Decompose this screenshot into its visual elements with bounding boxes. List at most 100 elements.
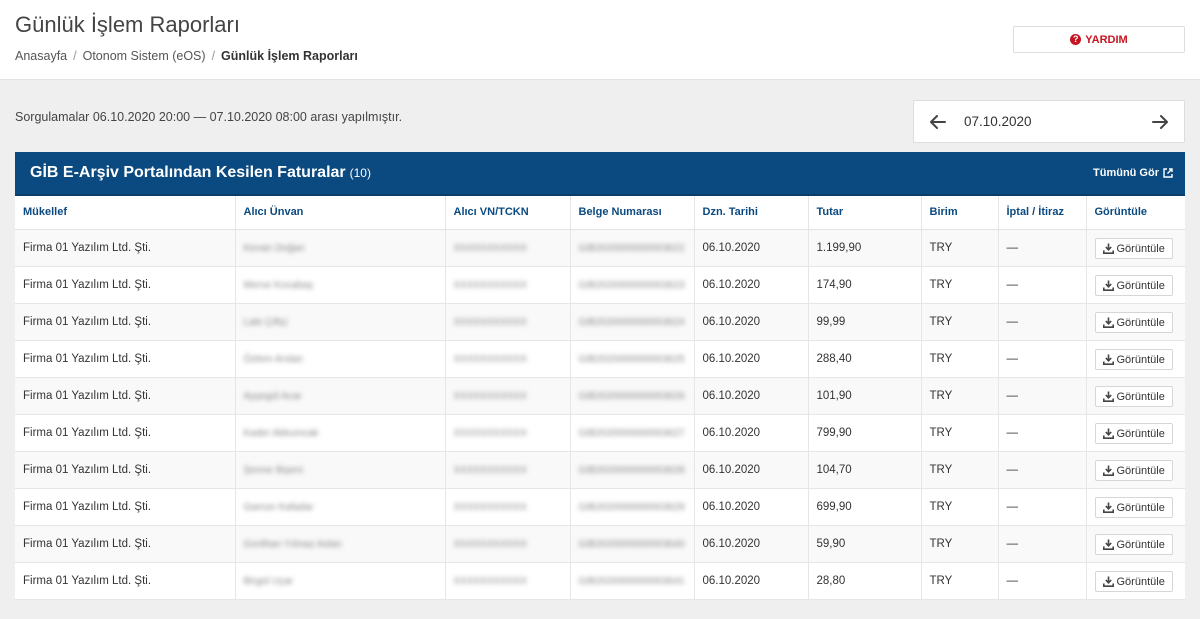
next-date-button[interactable] [1140,101,1180,142]
panel-title: GİB E-Arşiv Portalından Kesilen Faturala… [30,164,371,182]
table-row: Firma 01 Yazılım Ltd. Şti. Özlem Arslan … [15,340,1185,378]
issue-date-cell: 06.10.2020 [694,377,809,415]
view-button[interactable]: Görüntüle [1094,423,1173,444]
issue-date-cell: 06.10.2020 [694,562,809,600]
view-button[interactable]: Görüntüle [1094,497,1173,518]
view-button[interactable]: Görüntüle [1094,460,1173,481]
cancel-objection-cell: — [998,377,1087,415]
previous-date-button[interactable] [918,101,958,142]
breadcrumb: Anasayfa / Otonom Sistem (eOS) / Günlük İşle… [15,49,358,63]
taxpayer-cell: Firma 01 Yazılım Ltd. Şti. [15,525,236,563]
view-button-label: Görüntüle [1116,538,1165,551]
invoice-table: Mükellef Alıcı Ünvan Alıcı VN/TCKN Belge… [15,196,1185,600]
breadcrumb-item-current: Günlük İşlem Raporları [221,49,358,63]
view-cell: Görüntüle [1086,377,1185,415]
view-cell: Görüntüle [1086,266,1185,304]
document-number-redacted: GIB2020000000003622 [578,242,685,254]
view-button[interactable]: Görüntüle [1094,571,1173,592]
currency-cell: TRY [921,303,999,341]
view-button[interactable]: Görüntüle [1094,534,1173,555]
view-button[interactable]: Görüntüle [1094,349,1173,370]
buyer-tax-id-cell: XXXXXXXXXXX [445,303,571,341]
currency-cell: TRY [921,340,999,378]
document-number-cell: GIB2020000000003641 [570,562,695,600]
download-icon [1102,391,1114,402]
taxpayer-cell: Firma 01 Yazılım Ltd. Şti. [15,562,236,600]
question-icon: ? [1070,34,1082,45]
buyer-name-redacted: Kader Akkumcak [243,427,319,439]
column-header[interactable]: Dzn. Tarihi [694,196,809,230]
view-button[interactable]: Görüntüle [1094,386,1173,407]
table-row: Firma 01 Yazılım Ltd. Şti. Ayşegül Acar … [15,377,1185,415]
view-cell: Görüntüle [1086,229,1185,267]
buyer-tax-id-redacted: XXXXXXXXXXX [453,279,527,291]
table-row: Firma 01 Yazılım Ltd. Şti. Lale Çiftçi X… [15,303,1185,341]
taxpayer-cell: Firma 01 Yazılım Ltd. Şti. [15,414,236,452]
cancel-objection-cell: — [998,266,1087,304]
amount-cell: 699,90 [808,488,922,526]
buyer-tax-id-redacted: XXXXXXXXXXX [453,427,527,439]
column-header[interactable]: Tutar [808,196,922,230]
issue-date-cell: 06.10.2020 [694,414,809,452]
see-all-link[interactable]: Tümünü Gör [1093,167,1173,179]
buyer-tax-id-cell: XXXXXXXXXXX [445,229,571,267]
buyer-tax-id-cell: XXXXXXXXXXX [445,451,571,489]
breadcrumb-item-home[interactable]: Anasayfa [15,49,68,63]
download-icon [1102,465,1114,476]
page-title: Günlük İşlem Raporları [15,12,240,37]
download-icon [1102,280,1114,291]
buyer-name-redacted: Gamze Kafadar [243,501,314,513]
view-button-label: Görüntüle [1116,353,1165,366]
buyer-name-cell: Merve Kocabaş [235,266,446,304]
currency-cell: TRY [921,377,999,415]
view-cell: Görüntüle [1086,414,1185,452]
view-button[interactable]: Görüntüle [1094,275,1173,296]
table-header-row: Mükellef Alıcı Ünvan Alıcı VN/TCKN Belge… [15,196,1185,230]
query-range-text: Sorgulamalar 06.10.2020 20:00 — 07.10.20… [15,110,403,124]
view-button[interactable]: Görüntüle [1094,238,1173,259]
view-button[interactable]: Görüntüle [1094,312,1173,333]
download-icon [1102,354,1114,365]
issue-date-cell: 06.10.2020 [694,266,809,304]
buyer-name-cell: Kader Akkumcak [235,414,446,452]
breadcrumb-item-eos[interactable]: Otonom Sistem (eOS) [82,49,206,63]
buyer-tax-id-redacted: XXXXXXXXXXX [453,316,527,328]
column-header[interactable]: Alıcı Ünvan [235,196,446,230]
external-link-icon [1163,168,1173,178]
download-icon [1102,502,1114,513]
currency-cell: TRY [921,451,999,489]
column-header[interactable]: Alıcı VN/TCKN [445,196,571,230]
view-cell: Görüntüle [1086,488,1185,526]
amount-cell: 101,90 [808,377,922,415]
currency-cell: TRY [921,414,999,452]
currency-cell: TRY [921,562,999,600]
cancel-objection-cell: — [998,303,1087,341]
issue-date-cell: 06.10.2020 [694,451,809,489]
buyer-name-cell: Gamze Kafadar [235,488,446,526]
column-header: Görüntüle [1086,196,1185,230]
cancel-objection-cell: — [998,525,1087,563]
buyer-tax-id-redacted: XXXXXXXXXXX [453,390,527,402]
document-number-redacted: GIB2020000000003627 [578,427,685,439]
table-row: Firma 01 Yazılım Ltd. Şti. Şerme Bişeni … [15,451,1185,489]
buyer-name-redacted: Merve Kocabaş [243,279,313,291]
taxpayer-cell: Firma 01 Yazılım Ltd. Şti. [15,229,236,267]
column-header[interactable]: Birim [921,196,999,230]
taxpayer-cell: Firma 01 Yazılım Ltd. Şti. [15,266,236,304]
table-row: Firma 01 Yazılım Ltd. Şti. Gonlhan Yılma… [15,525,1185,563]
column-header[interactable]: İptal / İtiraz [998,196,1087,230]
issue-date-cell: 06.10.2020 [694,303,809,341]
buyer-name-cell: Şerme Bişeni [235,451,446,489]
issue-date-cell: 06.10.2020 [694,525,809,563]
invoice-count-badge: (10) [349,166,371,180]
buyer-tax-id-cell: XXXXXXXXXXX [445,488,571,526]
buyer-name-redacted: Şerme Bişeni [243,464,303,476]
invoice-panel: GİB E-Arşiv Portalından Kesilen Faturala… [15,152,1185,600]
download-icon [1102,539,1114,550]
column-header[interactable]: Mükellef [15,196,236,230]
column-header[interactable]: Belge Numarası [570,196,695,230]
table-row: Firma 01 Yazılım Ltd. Şti. Kader Akkumca… [15,414,1185,452]
document-number-cell: GIB2020000000003628 [570,451,695,489]
cancel-objection-cell: — [998,488,1087,526]
help-button[interactable]: ? YARDIM [1013,26,1185,53]
